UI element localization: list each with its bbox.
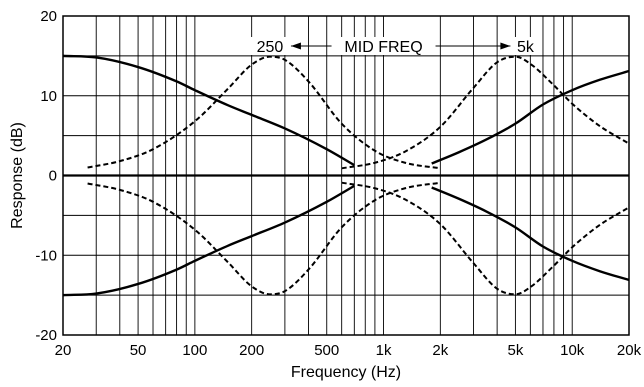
annotation-arrowhead-left (290, 42, 301, 50)
dashed-response-curve-7 (341, 55, 630, 170)
x-tick-label: 50 (130, 342, 147, 359)
y-tick-label: -10 (35, 247, 57, 264)
annotation-right-label: 5k (517, 39, 535, 56)
x-tick-label: 5k (507, 342, 523, 359)
annotation-right-background (512, 37, 539, 55)
y-tick-labels: 20 10 0 -10 -20 (35, 8, 57, 344)
annotation-center-label: MID FREQ (344, 39, 422, 56)
x-tick-label: 200 (239, 342, 264, 359)
y-tick-label: -20 (35, 327, 57, 344)
y-tick-label: 10 (40, 88, 57, 105)
x-tick-label: 1k (376, 342, 392, 359)
x-tick-label: 20 (55, 342, 72, 359)
series-layer (62, 54, 630, 297)
grid (63, 16, 629, 335)
x-tick-label: 20k (617, 342, 642, 359)
x-axis-title: Frequency (Hz) (291, 364, 401, 381)
annotation-left-background (250, 37, 289, 55)
dashed-response-curve-5 (87, 55, 441, 170)
dashed-response-curve-6 (87, 181, 441, 296)
x-tick-label: 2k (432, 342, 448, 359)
y-tick-label: 20 (40, 8, 57, 25)
dashed-response-curve-8 (341, 181, 630, 296)
solid-response-curve-2 (62, 184, 355, 297)
plot-frame (62, 15, 630, 336)
x-tick-label: 500 (314, 342, 339, 359)
annotation-center-background (331, 37, 436, 55)
solid-response-curve-1 (62, 54, 355, 167)
solid-response-curve-4 (431, 186, 630, 282)
y-axis-title: Response (dB) (9, 122, 26, 229)
solid-response-curve-3 (431, 69, 630, 165)
x-tick-label: 100 (182, 342, 207, 359)
annotation-arrowhead-right (500, 42, 511, 50)
y-tick-label: 0 (49, 168, 57, 185)
x-tick-label: 10k (560, 342, 585, 359)
x-tick-labels: 20 50 100 200 500 1k 2k 5k 10k 20k (55, 342, 642, 359)
annotation-left-label: 250 (257, 39, 284, 56)
mid-freq-annotation: 250 MID FREQ 5k (250, 37, 539, 56)
